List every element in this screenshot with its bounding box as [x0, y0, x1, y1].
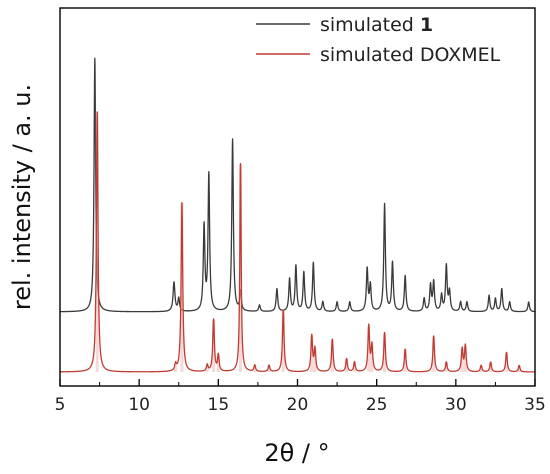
x-tick-label: 30: [445, 395, 467, 415]
legend-label-1: simulated 1: [320, 14, 433, 36]
series-1: [60, 57, 535, 313]
legend-label-2: simulated DOXMEL: [320, 44, 501, 66]
x-tick-label: 20: [287, 395, 309, 415]
x-axis-label: 2θ / °: [264, 439, 329, 467]
x-tick-label: 35: [524, 395, 546, 415]
series-line-2: [60, 111, 535, 373]
y-axis-label: rel. intensity / a. u.: [8, 84, 36, 310]
series-group: [60, 57, 535, 373]
x-tick-label: 5: [55, 395, 66, 415]
x-tick-label: 15: [208, 395, 230, 415]
x-ticks: 5 10 15 20 25 30 35: [55, 379, 546, 415]
series-2: [60, 111, 535, 373]
legend: simulated 1 simulated DOXMEL: [256, 14, 501, 66]
x-tick-label: 10: [128, 395, 150, 415]
x-tick-label: 25: [366, 395, 388, 415]
series-line-1: [60, 57, 535, 313]
